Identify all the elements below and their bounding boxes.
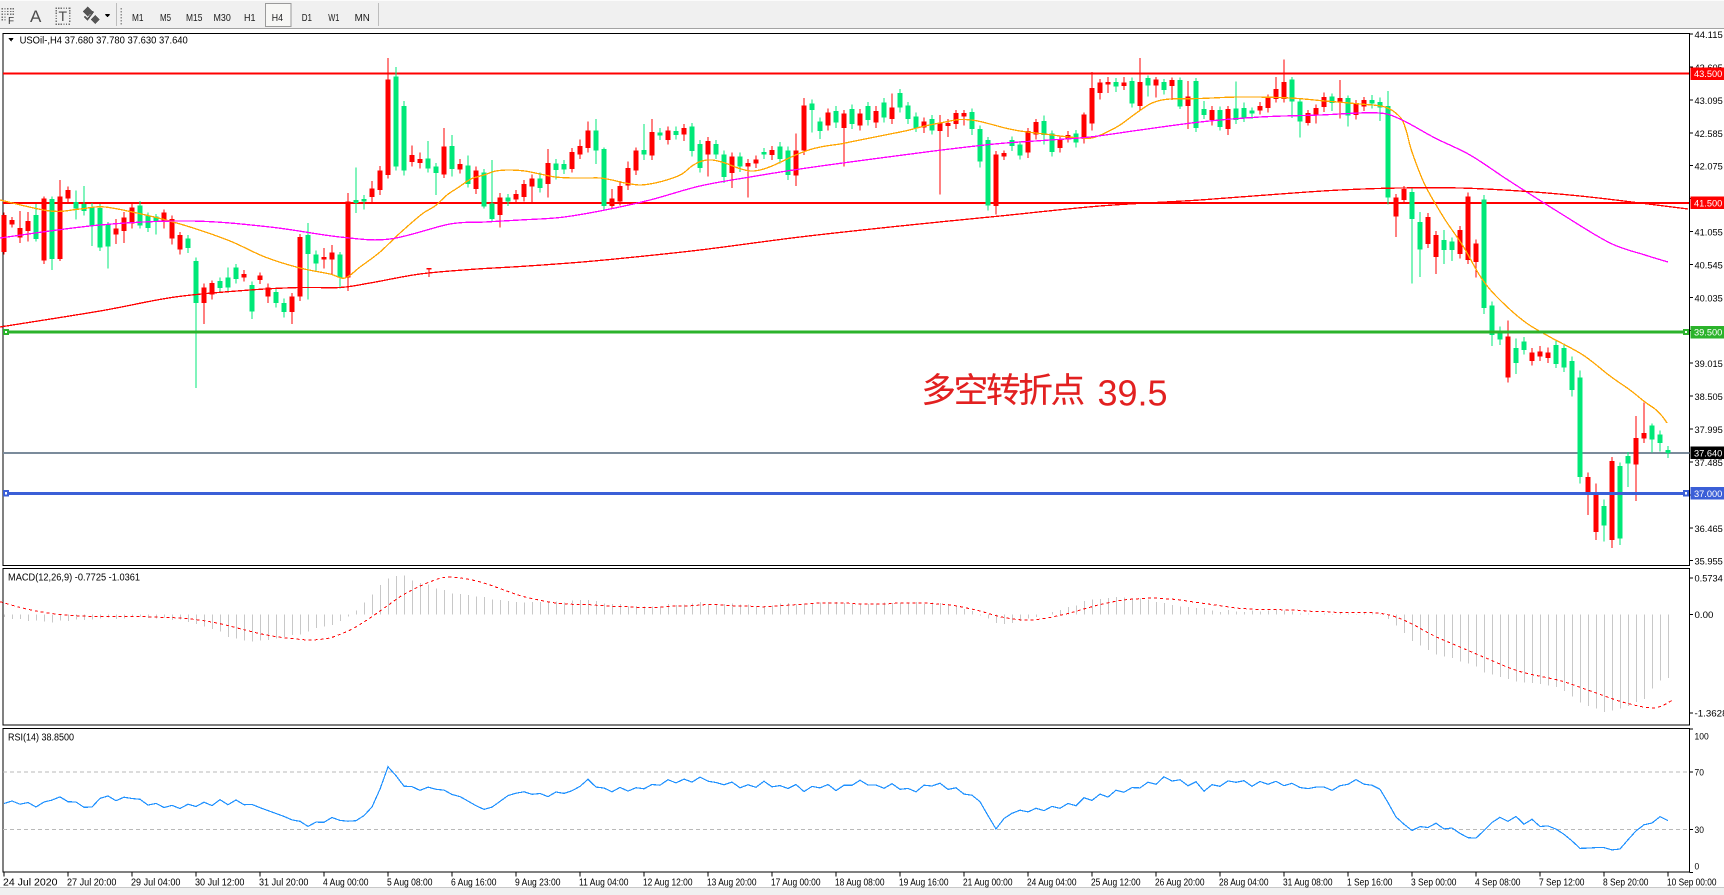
- svg-text:21 Aug 00:00: 21 Aug 00:00: [963, 878, 1013, 889]
- svg-text:M5: M5: [160, 12, 171, 24]
- svg-text:100: 100: [1695, 732, 1709, 743]
- svg-text:18 Aug 08:00: 18 Aug 08:00: [835, 878, 885, 889]
- svg-text:T: T: [59, 8, 68, 24]
- svg-text:19 Aug 16:00: 19 Aug 16:00: [899, 878, 949, 889]
- svg-text:30: 30: [1695, 825, 1704, 836]
- svg-text:8 Sep 20:00: 8 Sep 20:00: [1603, 878, 1649, 889]
- svg-text:30 Jul 12:00: 30 Jul 12:00: [195, 878, 245, 889]
- svg-text:27 Jul 20:00: 27 Jul 20:00: [67, 878, 117, 889]
- svg-text:A: A: [30, 7, 42, 26]
- svg-text:MACD(12,26,9) -0.7725 -1.0361: MACD(12,26,9) -0.7725 -1.0361: [8, 572, 140, 583]
- svg-text:0.00: 0.00: [1695, 610, 1714, 621]
- svg-text:24 Jul 2020: 24 Jul 2020: [3, 878, 58, 889]
- svg-text:37.000: 37.000: [1694, 489, 1722, 500]
- svg-text:3 Sep 00:00: 3 Sep 00:00: [1411, 878, 1457, 889]
- svg-text:9 Aug 23:00: 9 Aug 23:00: [515, 878, 561, 889]
- svg-text:W1: W1: [328, 12, 339, 24]
- svg-text:39.5: 39.5: [1098, 372, 1168, 413]
- svg-text:F: F: [8, 16, 14, 27]
- svg-text:42.585: 42.585: [1695, 129, 1723, 140]
- svg-text:35.955: 35.955: [1695, 557, 1723, 568]
- svg-text:25 Aug 12:00: 25 Aug 12:00: [1091, 878, 1141, 889]
- svg-text:M30: M30: [214, 12, 231, 24]
- svg-text:0: 0: [1695, 862, 1700, 873]
- svg-text:7 Sep 12:00: 7 Sep 12:00: [1539, 878, 1585, 889]
- svg-text:M1: M1: [132, 12, 144, 24]
- svg-text:38.505: 38.505: [1695, 392, 1723, 403]
- svg-text:37.995: 37.995: [1695, 425, 1723, 436]
- svg-text:24 Aug 04:00: 24 Aug 04:00: [1027, 878, 1077, 889]
- svg-text:39.015: 39.015: [1695, 359, 1723, 370]
- svg-text:H1: H1: [244, 12, 256, 24]
- svg-text:42.075: 42.075: [1695, 162, 1723, 173]
- svg-text:41.055: 41.055: [1695, 228, 1723, 239]
- svg-text:M15: M15: [186, 12, 203, 24]
- svg-text:12 Aug 12:00: 12 Aug 12:00: [643, 878, 693, 889]
- svg-text:37.640: 37.640: [1694, 448, 1722, 459]
- svg-text:13 Aug 20:00: 13 Aug 20:00: [707, 878, 757, 889]
- svg-text:44.115: 44.115: [1695, 30, 1723, 41]
- svg-text:40.035: 40.035: [1695, 293, 1723, 304]
- svg-text:6 Aug 16:00: 6 Aug 16:00: [451, 878, 497, 889]
- svg-text:11 Aug 04:00: 11 Aug 04:00: [579, 878, 629, 889]
- svg-text:43.095: 43.095: [1695, 96, 1723, 107]
- svg-text:39.500: 39.500: [1694, 328, 1722, 339]
- svg-text:-1.3628: -1.3628: [1695, 709, 1724, 720]
- svg-text:36.465: 36.465: [1695, 524, 1723, 535]
- svg-text:37.485: 37.485: [1695, 458, 1723, 469]
- svg-text:D1: D1: [302, 12, 312, 24]
- svg-text:4 Aug 00:00: 4 Aug 00:00: [323, 878, 369, 889]
- svg-text:1 Sep 16:00: 1 Sep 16:00: [1347, 878, 1393, 889]
- svg-text:26 Aug 20:00: 26 Aug 20:00: [1155, 878, 1205, 889]
- svg-text:70: 70: [1695, 767, 1704, 778]
- svg-text:H4: H4: [272, 12, 283, 24]
- svg-text:10 Sep 00:00: 10 Sep 00:00: [1667, 878, 1717, 889]
- svg-text:17 Aug 00:00: 17 Aug 00:00: [771, 878, 821, 889]
- svg-text:0.5734: 0.5734: [1695, 574, 1723, 585]
- svg-text:29 Jul 04:00: 29 Jul 04:00: [131, 878, 181, 889]
- svg-text:43.500: 43.500: [1694, 69, 1722, 80]
- svg-text:4 Sep 08:00: 4 Sep 08:00: [1475, 878, 1521, 889]
- svg-text:MN: MN: [355, 12, 370, 24]
- svg-text:31 Jul 20:00: 31 Jul 20:00: [259, 878, 309, 889]
- svg-text:40.545: 40.545: [1695, 260, 1723, 271]
- svg-text:USOil-,H4 37.680 37.780 37.63: USOil-,H4 37.680 37.780 37.630 37.640: [20, 35, 189, 46]
- svg-text:28 Aug 04:00: 28 Aug 04:00: [1219, 878, 1269, 889]
- svg-text:RSI(14) 38.8500: RSI(14) 38.8500: [8, 733, 74, 744]
- svg-text:31 Aug 08:00: 31 Aug 08:00: [1283, 878, 1333, 889]
- svg-text:41.500: 41.500: [1694, 198, 1722, 209]
- svg-text:5 Aug 08:00: 5 Aug 08:00: [387, 878, 433, 889]
